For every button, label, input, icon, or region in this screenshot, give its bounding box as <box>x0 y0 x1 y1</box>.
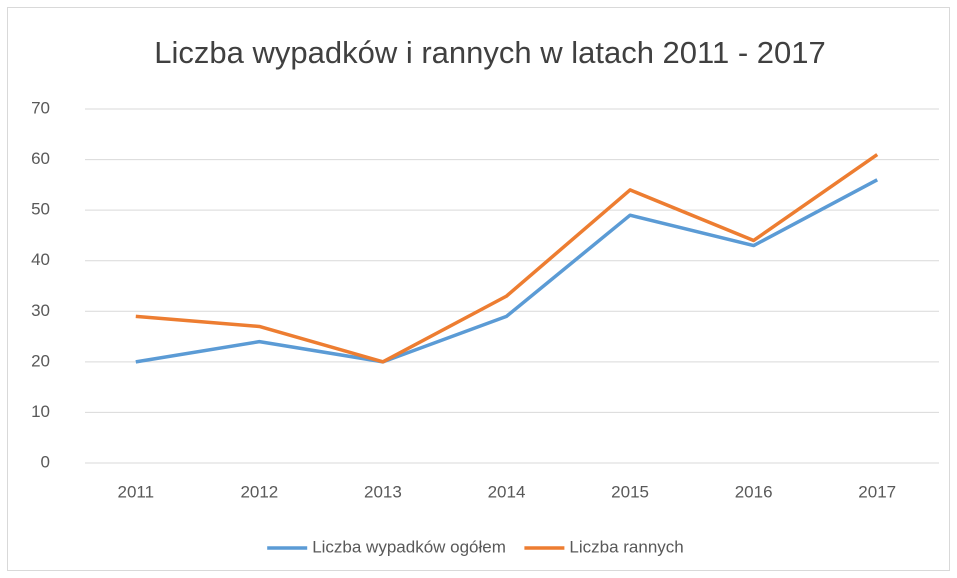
y-tick-label: 20 <box>31 351 50 370</box>
y-tick-label: 40 <box>31 250 50 269</box>
legend-label: Liczba rannych <box>569 537 683 556</box>
y-tick-label: 30 <box>31 301 50 320</box>
x-tick-label: 2013 <box>364 482 402 501</box>
series-line <box>135 153 879 364</box>
y-tick-label: 50 <box>31 200 50 219</box>
chart-title: Liczba wypadków i rannych w latach 2011 … <box>154 35 825 70</box>
x-tick-label: 2015 <box>611 482 649 501</box>
y-tick-label: 10 <box>31 402 50 421</box>
y-tick-label: 60 <box>31 149 50 168</box>
x-tick-label: 2016 <box>735 482 773 501</box>
x-tick-label: 2014 <box>488 482 526 501</box>
y-tick-label: 70 <box>31 98 50 117</box>
y-tick-label: 0 <box>41 452 50 471</box>
x-tick-label: 2017 <box>858 482 896 501</box>
series-line <box>135 178 879 364</box>
chart-border <box>7 7 950 571</box>
legend-label: Liczba wypadków ogółem <box>312 537 506 556</box>
x-tick-label: 2011 <box>118 482 155 501</box>
x-tick-label: 2012 <box>240 482 278 501</box>
